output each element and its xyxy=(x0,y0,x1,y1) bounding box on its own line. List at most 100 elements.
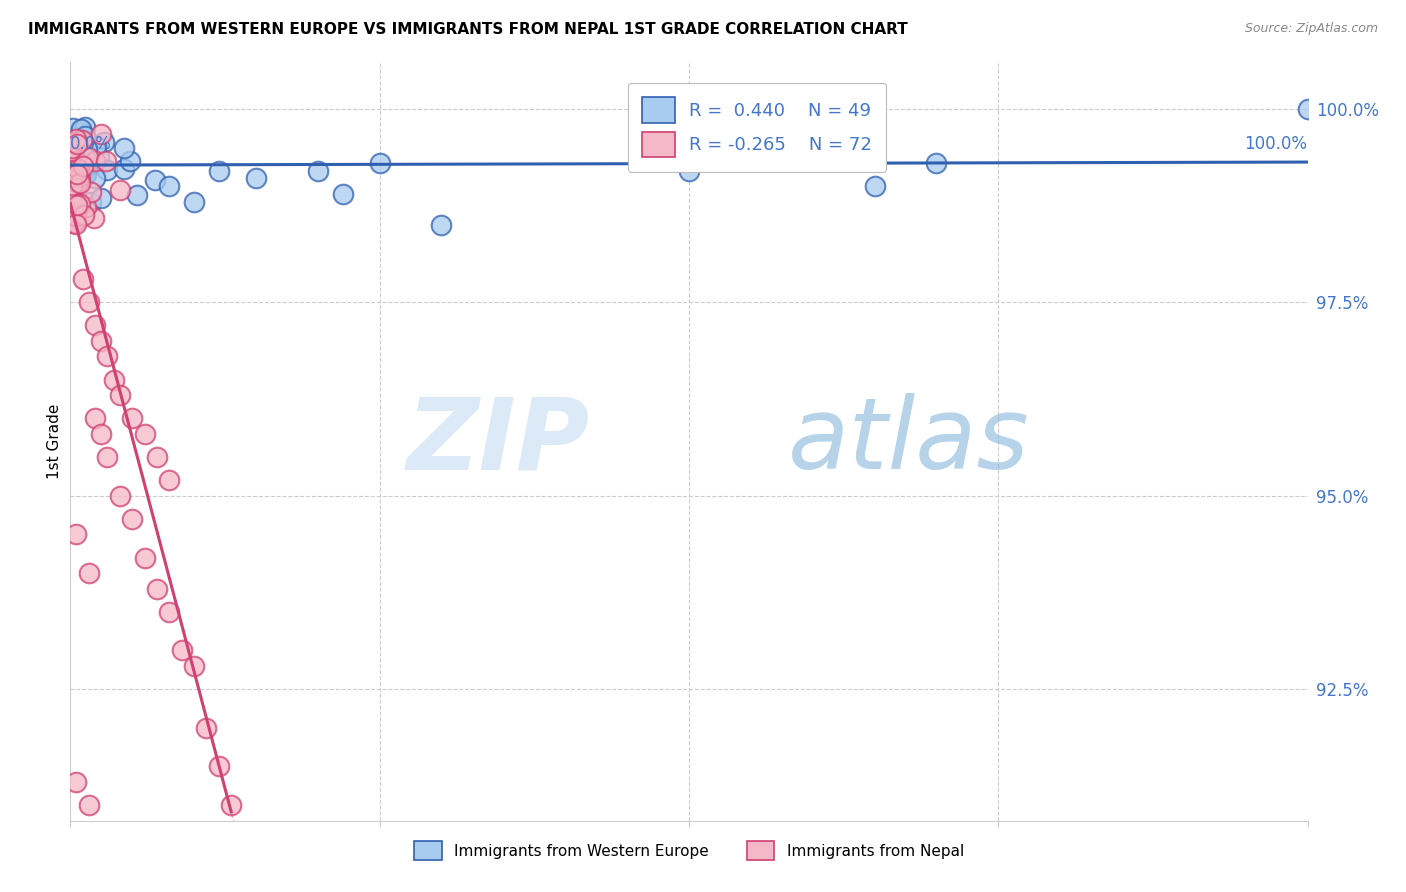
Point xyxy=(73,129,96,144)
Point xyxy=(83,211,105,225)
Point xyxy=(69,176,91,190)
Point xyxy=(72,133,94,147)
Point xyxy=(108,183,131,197)
Point xyxy=(76,142,98,156)
Point xyxy=(219,798,242,813)
Text: 0.0%: 0.0% xyxy=(70,136,112,153)
Point xyxy=(96,450,118,464)
Point xyxy=(62,144,84,158)
Point xyxy=(69,121,91,136)
Point xyxy=(79,186,101,200)
Point xyxy=(157,179,180,194)
Text: 100.0%: 100.0% xyxy=(1244,136,1308,153)
Point xyxy=(60,211,83,225)
Point xyxy=(80,194,103,209)
Point xyxy=(77,566,100,580)
Point xyxy=(112,161,135,176)
Point xyxy=(84,318,107,333)
Point xyxy=(62,129,84,144)
Point xyxy=(62,120,84,135)
Point xyxy=(245,171,267,186)
Point xyxy=(65,209,87,223)
Point xyxy=(118,154,141,169)
Point xyxy=(208,759,231,773)
Point xyxy=(75,159,97,173)
Point xyxy=(67,175,90,189)
Point xyxy=(73,149,96,163)
Point xyxy=(307,163,329,178)
Point xyxy=(62,212,84,227)
Point xyxy=(143,173,166,187)
Point xyxy=(63,136,86,150)
Point xyxy=(146,450,169,464)
Point xyxy=(332,186,354,201)
Point xyxy=(66,137,89,152)
Point xyxy=(77,150,100,164)
Point xyxy=(69,171,91,186)
Point xyxy=(157,473,180,487)
Point xyxy=(170,643,193,657)
Point xyxy=(63,205,86,219)
Point xyxy=(125,187,148,202)
Point xyxy=(65,177,87,191)
Point xyxy=(112,141,135,155)
Y-axis label: 1st Grade: 1st Grade xyxy=(46,404,62,479)
Point xyxy=(65,153,87,168)
Point xyxy=(430,218,453,232)
Point xyxy=(62,145,84,159)
Point xyxy=(121,512,143,526)
Point xyxy=(65,140,87,154)
Point xyxy=(63,215,86,229)
Point xyxy=(90,128,112,142)
Point xyxy=(73,208,96,222)
Point xyxy=(75,168,97,182)
Point xyxy=(66,197,89,211)
Point xyxy=(65,217,87,231)
Point xyxy=(65,527,87,541)
Point xyxy=(72,170,94,185)
Point xyxy=(96,162,118,177)
Point xyxy=(65,161,87,176)
Point xyxy=(75,120,97,134)
Legend: Immigrants from Western Europe, Immigrants from Nepal: Immigrants from Western Europe, Immigran… xyxy=(408,835,970,866)
Point xyxy=(62,162,84,177)
Point xyxy=(925,156,948,170)
Point xyxy=(67,169,90,184)
Text: IMMIGRANTS FROM WESTERN EUROPE VS IMMIGRANTS FROM NEPAL 1ST GRADE CORRELATION CH: IMMIGRANTS FROM WESTERN EUROPE VS IMMIGR… xyxy=(28,22,908,37)
Point xyxy=(60,193,83,207)
Point xyxy=(103,373,125,387)
Point xyxy=(90,191,112,205)
Point xyxy=(108,489,131,503)
Point xyxy=(863,179,886,194)
Point xyxy=(62,216,84,230)
Text: ZIP: ZIP xyxy=(406,393,591,490)
Point xyxy=(146,582,169,596)
Text: atlas: atlas xyxy=(787,393,1029,490)
Point xyxy=(77,798,100,813)
Point xyxy=(69,197,91,211)
Point xyxy=(93,135,115,149)
Point xyxy=(157,605,180,619)
Point xyxy=(84,411,107,425)
Point xyxy=(73,145,96,160)
Point xyxy=(67,161,90,176)
Point xyxy=(90,426,112,441)
Point xyxy=(183,659,205,673)
Point xyxy=(60,177,83,191)
Text: Source: ZipAtlas.com: Source: ZipAtlas.com xyxy=(1244,22,1378,36)
Point xyxy=(65,775,87,789)
Point xyxy=(62,146,84,161)
Point xyxy=(62,180,84,194)
Point xyxy=(1296,102,1319,116)
Point xyxy=(65,132,87,146)
Point xyxy=(70,125,93,139)
Point xyxy=(63,215,86,229)
Point xyxy=(195,721,218,735)
Point xyxy=(84,170,107,185)
Point xyxy=(208,163,231,178)
Point xyxy=(134,550,156,565)
Point xyxy=(66,136,89,151)
Point xyxy=(63,187,86,202)
Point xyxy=(108,388,131,402)
Point xyxy=(87,150,110,164)
